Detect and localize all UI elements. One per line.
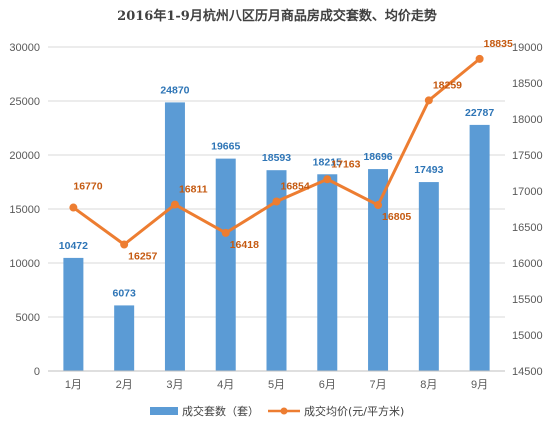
line-point	[170, 200, 179, 209]
right-tick-label: 16500	[512, 222, 543, 234]
bar	[368, 169, 389, 371]
line-point	[221, 228, 230, 237]
right-tick-label: 17000	[512, 186, 543, 198]
legend-label-bar: 成交套数（套）	[182, 404, 259, 418]
right-tick-label: 16000	[512, 258, 543, 270]
bar-value-label: 18215	[313, 156, 342, 168]
bar	[114, 305, 135, 371]
right-tick-label: 15500	[512, 294, 543, 306]
line-value-label: 16418	[230, 239, 259, 251]
bar-value-label: 22787	[465, 107, 494, 119]
legend-label-line: 成交均价(元/平方米)	[304, 404, 404, 418]
right-tick-label: 15000	[512, 330, 543, 342]
x-tick-label: 7月	[369, 379, 386, 391]
right-tick-label: 19000	[512, 42, 543, 54]
left-tick-label: 20000	[9, 150, 40, 162]
legend: 成交套数（套） 成交均价(元/平方米)	[150, 404, 404, 418]
right-tick-label: 18500	[512, 78, 543, 90]
bar	[164, 102, 185, 372]
bar-value-label: 19665	[211, 141, 240, 153]
x-tick-label: 3月	[166, 379, 183, 391]
bar-value-label: 6073	[112, 287, 136, 299]
bar	[317, 174, 338, 371]
bar-value-label: 10472	[59, 240, 88, 252]
left-tick-label: 0	[34, 366, 40, 378]
left-tick-label: 25000	[9, 96, 40, 108]
bar	[469, 124, 490, 372]
bar-value-label: 24870	[160, 84, 189, 96]
bar	[63, 257, 84, 371]
line-point	[272, 197, 281, 206]
line-point	[120, 240, 129, 249]
bar-value-label: 18593	[262, 152, 291, 164]
bar-value-label: 17493	[414, 164, 443, 176]
left-tick-label: 5000	[16, 312, 40, 324]
bar-value-label: 18696	[363, 151, 392, 163]
line-value-label: 18835	[484, 38, 513, 50]
line-value-label: 16257	[128, 250, 157, 262]
line-series	[69, 54, 484, 249]
bar	[215, 158, 236, 371]
bar	[418, 182, 439, 371]
x-axis: 1月 2月 3月 4月 5月 6月 7月 8月 9月	[48, 370, 505, 391]
x-tick-label: 9月	[471, 379, 488, 391]
line-value-label: 16854	[281, 181, 310, 193]
x-tick-label: 2月	[116, 379, 133, 391]
line-value-label: 16805	[382, 211, 411, 223]
legend-swatch-bar	[150, 407, 178, 415]
x-tick-label: 8月	[420, 379, 437, 391]
chart-title: 2016年1-9月杭州八区历月商品房成交套数、均价走势	[117, 8, 437, 24]
line-point	[323, 175, 332, 184]
x-tick-label: 6月	[319, 379, 336, 391]
line-point	[374, 201, 383, 210]
left-tick-label: 30000	[9, 42, 40, 54]
line-point	[475, 54, 484, 63]
x-tick-label: 1月	[65, 379, 82, 391]
line-value-label: 17163	[331, 158, 360, 170]
left-tick-label: 15000	[9, 204, 40, 216]
line-value-label: 16811	[179, 184, 208, 196]
right-tick-label: 17500	[512, 150, 543, 162]
line-value-label: 16770	[73, 181, 102, 193]
line-value-label: 18259	[433, 79, 462, 91]
right-tick-label: 18000	[512, 114, 543, 126]
bar	[266, 170, 287, 371]
right-axis: 14500 15000 15500 16000 16500 17000 17500 18000…	[512, 42, 543, 378]
bar-series	[63, 102, 490, 372]
left-axis: 0 5000 10000 15000 20000 25000 30000	[9, 42, 40, 378]
data-labels: 10472 6073 24870 19665 18593 18215 18696 17493 2…	[59, 38, 513, 300]
line-point	[69, 203, 78, 212]
legend-marker-line	[280, 407, 288, 415]
right-tick-label: 14500	[512, 366, 543, 378]
x-tick-label: 4月	[217, 379, 234, 391]
line-point	[424, 96, 433, 105]
x-tick-label: 5月	[268, 379, 285, 391]
left-tick-label: 10000	[9, 258, 40, 270]
